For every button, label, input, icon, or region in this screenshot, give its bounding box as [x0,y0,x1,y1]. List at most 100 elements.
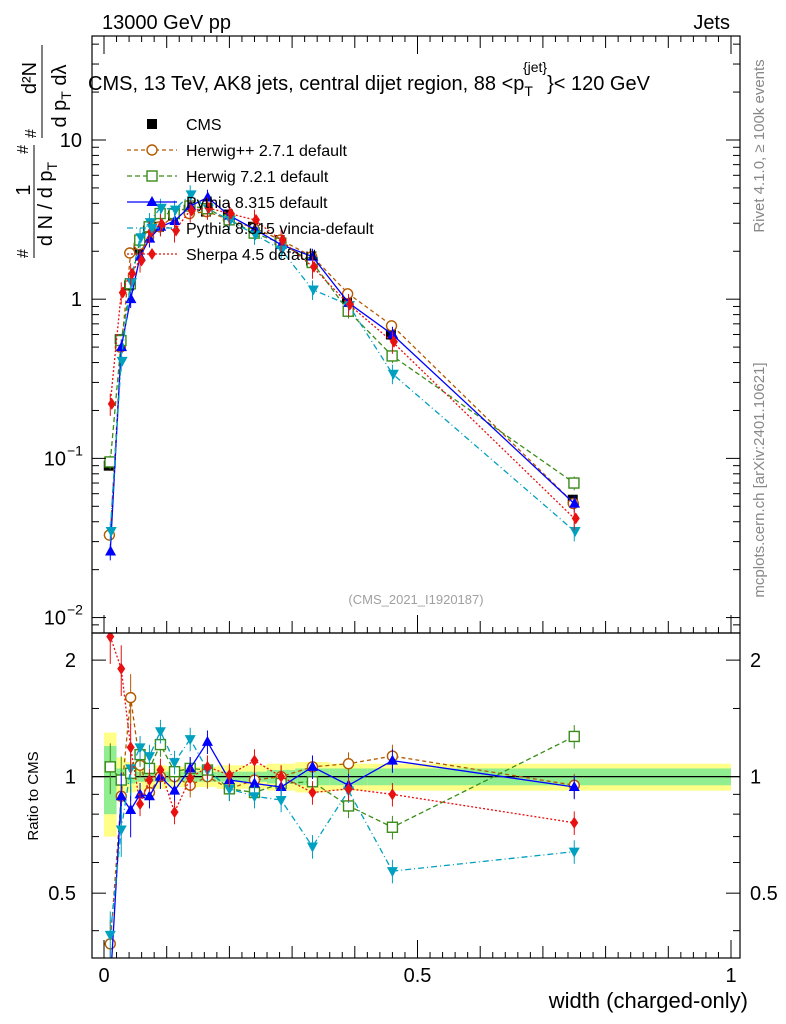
ratio-point [275,796,287,807]
ratio-point [344,782,353,795]
data-point [157,218,166,231]
ratio-point [277,770,286,783]
legend-marker [146,196,158,206]
title-sub: T [524,83,533,99]
data-point [169,205,181,216]
ratio-point [126,741,135,754]
ratio-point [186,772,195,785]
data-point [187,204,196,217]
ratio-point [386,867,398,878]
mcplots-label: mcplots.cern.ch [arXiv:2401.10621] [751,362,768,597]
series-sherpa-4-5-default [107,197,580,531]
data-point [568,477,580,489]
y-tick-exp: −2 [67,602,83,618]
ratio-point [248,777,260,788]
data-point [346,298,355,311]
ratio-y-label: Ratio to CMS [25,751,42,840]
ratio-line [111,740,575,958]
x-tick-label: 0.5 [404,965,432,987]
data-point [309,260,318,273]
data-point [278,234,287,247]
legend-label: Herwig 7.2.1 default [186,169,329,186]
ratio-point [570,816,579,829]
ratio-point [248,792,260,803]
series-pythia-8-315-default [105,189,581,561]
ratio-line [109,697,575,944]
legend-marker [146,170,158,182]
data-point [307,285,319,296]
ratio-point [250,754,259,767]
main-panel-curves [103,185,581,561]
legend-entry: Sherpa 4.5 default [127,247,317,264]
svg-text:1: 1 [13,184,35,195]
title-end: }< 120 GeV [547,73,651,95]
legend-entry: Pythia 8.315 default [127,195,328,212]
data-point [185,190,197,201]
data-point [137,254,146,267]
ratio-point [568,847,580,858]
ratio-pythia-8-315-vincia-default [104,719,580,958]
data-point [224,215,236,226]
ratio-point [184,735,196,746]
ratio-point [388,788,397,801]
ratio-line [109,636,575,824]
ratio-point [143,790,155,801]
legend-entry: Herwig 7.2.1 default [127,169,329,186]
series-cms [103,204,578,505]
ratio-line [109,729,575,936]
analysis-id: (CMS_2021_I1920187) [348,592,483,607]
data-point [249,230,261,241]
data-point [104,456,116,468]
x-tick-label: 0 [98,965,109,987]
mc-curves [103,185,581,958]
data-point [172,224,181,237]
ratio-panel-curves [104,633,580,958]
y-tick-label: 10 [44,608,66,630]
x-tick-label: 1 [725,965,736,987]
data-point [569,526,581,537]
svg-text:#: # [23,129,40,138]
x-axis-label: width (charged-only) [548,988,748,1013]
legend-label: Sherpa 4.5 default [186,247,317,264]
ratio-tick-label-right: 2 [750,650,761,672]
legend-label: Herwig++ 2.7.1 default [186,143,348,160]
series-herwig-2-7-1-default [103,205,580,541]
legend-marker [147,119,157,129]
legend-entry: CMS [147,117,222,134]
data-point [387,369,399,380]
legend: CMS Herwig++ 2.7.1 default Herwig 7.2.1 de… [127,117,374,264]
series-line [109,193,575,532]
ratio-point [106,633,115,643]
rivet-label: Rivet 4.1.0, ≥ 100k events [751,59,768,232]
ratio-point [203,760,212,773]
data-point [107,397,116,410]
ratio-point [386,754,398,765]
data-point [389,335,398,348]
data-point [116,356,128,367]
ratio-point [136,797,145,810]
ratio-point [169,784,181,795]
ratio-point [154,727,166,738]
ratio-point [143,752,155,763]
series-line [109,205,575,484]
data-point [116,341,128,352]
ratio-point [117,662,126,675]
ratio-point [125,804,137,815]
data-point [144,218,156,229]
series-line [109,196,575,552]
ratio-tick-label-right: 1 [750,767,761,789]
ratio-tick-label: 1 [65,767,76,789]
legend-marker [146,224,158,234]
ratio-point [568,730,580,743]
data-point [118,286,127,299]
ratio-point [568,781,580,792]
legend-marker [146,144,158,156]
main-y-axis-label: 1 d N / d pT # # d²N d pT dλ # [13,45,74,258]
series-line [109,210,575,536]
data-point [276,245,288,256]
data-point [569,497,581,508]
series-herwig-7-2-1-default [104,199,580,491]
ratio-line [109,735,575,828]
data-point [105,526,117,537]
